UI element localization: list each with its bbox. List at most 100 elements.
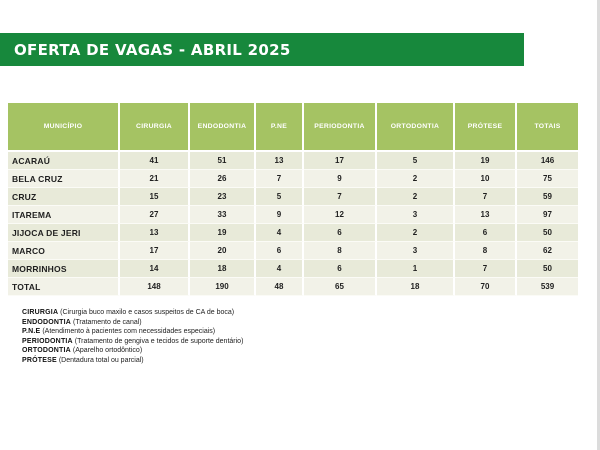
cell-total: 50 — [517, 224, 578, 242]
cell-total: 50 — [517, 260, 578, 278]
legend-description: (Tratamento de canal) — [73, 318, 142, 326]
cell-municipio: ACARAÚ — [8, 152, 120, 170]
cell-value: 10 — [455, 170, 517, 188]
column-header-protese: PRÓTESE — [455, 103, 517, 152]
legend-term: PERIODONTIA — [22, 337, 73, 345]
cell-total-value: 190 — [190, 278, 256, 296]
cell-value: 19 — [190, 224, 256, 242]
cell-value: 9 — [304, 170, 377, 188]
column-header-totais: TOTAIS — [517, 103, 578, 152]
cell-total-value: 48 — [256, 278, 304, 296]
column-header-periodontia: PERIODONTIA — [304, 103, 377, 152]
cell-value: 7 — [455, 260, 517, 278]
column-header-endodontia: ENDODONTIA — [190, 103, 256, 152]
cell-value: 9 — [256, 206, 304, 224]
cell-total-value: 65 — [304, 278, 377, 296]
cell-value: 2 — [377, 170, 455, 188]
cell-total-value: 539 — [517, 278, 578, 296]
cell-value: 7 — [304, 188, 377, 206]
cell-municipio: MARCO — [8, 242, 120, 260]
cell-value: 41 — [120, 152, 190, 170]
table-row-marco: MARCO 17 20 6 8 3 8 62 — [8, 242, 578, 260]
cell-value: 21 — [120, 170, 190, 188]
cell-value: 51 — [190, 152, 256, 170]
cell-value: 27 — [120, 206, 190, 224]
cell-value: 17 — [120, 242, 190, 260]
cell-value: 15 — [120, 188, 190, 206]
column-header-pne: P.NE — [256, 103, 304, 152]
cell-value: 4 — [256, 224, 304, 242]
cell-value: 26 — [190, 170, 256, 188]
legend-description: (Atendimento à pacientes com necessidade… — [42, 328, 216, 336]
table-row-cruz: CRUZ 15 23 5 7 2 7 59 — [8, 188, 578, 206]
cell-value: 8 — [455, 242, 517, 260]
cell-value: 6 — [304, 260, 377, 278]
cell-value: 23 — [190, 188, 256, 206]
legend-term: ENDODONTIA — [22, 318, 72, 326]
vacancy-table: MUNICÍPIO CIRURGIA ENDODONTIA P.NE PERIO… — [8, 103, 578, 296]
column-header-ortodontia: ORTODONTIA — [377, 103, 455, 152]
legend-term: CIRURGIA — [22, 309, 59, 316]
cell-value: 12 — [304, 206, 377, 224]
cell-total: 97 — [517, 206, 578, 224]
legend-item-endodontia: ENDODONTIA (Tratamento de canal) — [22, 318, 243, 328]
cell-value: 2 — [377, 224, 455, 242]
cell-value: 3 — [377, 206, 455, 224]
page-title: OFERTA DE VAGAS - ABRIL 2025 — [14, 40, 291, 59]
cell-total-label: TOTAL — [8, 278, 120, 296]
cell-value: 6 — [256, 242, 304, 260]
legend-term: PRÓTESE — [22, 356, 57, 364]
table-row-bela-cruz: BELA CRUZ 21 26 7 9 2 10 75 — [8, 170, 578, 188]
cell-municipio: ITAREMA — [8, 206, 120, 224]
legend-item-protese: PRÓTESE (Dentadura total ou parcial) — [22, 356, 243, 366]
table-row-itarema: ITAREMA 27 33 9 12 3 13 97 — [8, 206, 578, 224]
legend-item-pne: P.N.E (Atendimento à pacientes com neces… — [22, 327, 243, 337]
table-row-acarau: ACARAÚ 41 51 13 17 5 19 146 — [8, 152, 578, 170]
cell-value: 14 — [120, 260, 190, 278]
title-banner: OFERTA DE VAGAS - ABRIL 2025 — [0, 33, 524, 66]
legend-description: (Tratamento de gengiva e tecidos de supo… — [74, 337, 244, 345]
cell-value: 7 — [256, 170, 304, 188]
cell-value: 17 — [304, 152, 377, 170]
legend-description: (Dentadura total ou parcial) — [58, 356, 144, 364]
cell-municipio: MORRINHOS — [8, 260, 120, 278]
cell-value: 1 — [377, 260, 455, 278]
window-edge — [597, 0, 600, 450]
table-row-morrinhos: MORRINHOS 14 18 4 6 1 7 50 — [8, 260, 578, 278]
cell-value: 33 — [190, 206, 256, 224]
cell-value: 13 — [455, 206, 517, 224]
cell-total: 62 — [517, 242, 578, 260]
cell-total-value: 148 — [120, 278, 190, 296]
legend-term: ORTODONTIA — [22, 347, 71, 355]
cell-value: 13 — [120, 224, 190, 242]
cell-municipio: JIJOCA DE JERI — [8, 224, 120, 242]
cell-value: 6 — [304, 224, 377, 242]
legend-item-ortodontia: ORTODONTIA (Aparelho ortodôntico) — [22, 346, 243, 356]
cell-value: 6 — [455, 224, 517, 242]
vacancy-table-wrapper: MUNICÍPIO CIRURGIA ENDODONTIA P.NE PERIO… — [8, 103, 578, 296]
legend-term: P.N.E — [22, 328, 41, 336]
cell-total: 146 — [517, 152, 578, 170]
legend-item-periodontia: PERIODONTIA (Tratamento de gengiva e tec… — [22, 337, 243, 347]
cell-value: 2 — [377, 188, 455, 206]
cell-total-value: 18 — [377, 278, 455, 296]
cell-municipio: CRUZ — [8, 188, 120, 206]
table-row-jijoca: JIJOCA DE JERI 13 19 4 6 2 6 50 — [8, 224, 578, 242]
cell-total: 59 — [517, 188, 578, 206]
legend-item-cirurgia: CIRURGIA (Cirurgia buco maxilo e casos s… — [22, 308, 243, 318]
cell-municipio: BELA CRUZ — [8, 170, 120, 188]
cell-value: 13 — [256, 152, 304, 170]
cell-value: 20 — [190, 242, 256, 260]
cell-value: 3 — [377, 242, 455, 260]
cell-total-value: 70 — [455, 278, 517, 296]
legend: CIRURGIA (Cirurgia buco maxilo e casos s… — [22, 308, 243, 366]
cell-value: 8 — [304, 242, 377, 260]
legend-description: (Cirurgia buco maxilo e casos suspeitos … — [60, 309, 235, 316]
cell-value: 18 — [190, 260, 256, 278]
cell-value: 4 — [256, 260, 304, 278]
cell-value: 5 — [377, 152, 455, 170]
table-header: MUNICÍPIO CIRURGIA ENDODONTIA P.NE PERIO… — [8, 103, 578, 152]
cell-value: 7 — [455, 188, 517, 206]
cell-value: 19 — [455, 152, 517, 170]
